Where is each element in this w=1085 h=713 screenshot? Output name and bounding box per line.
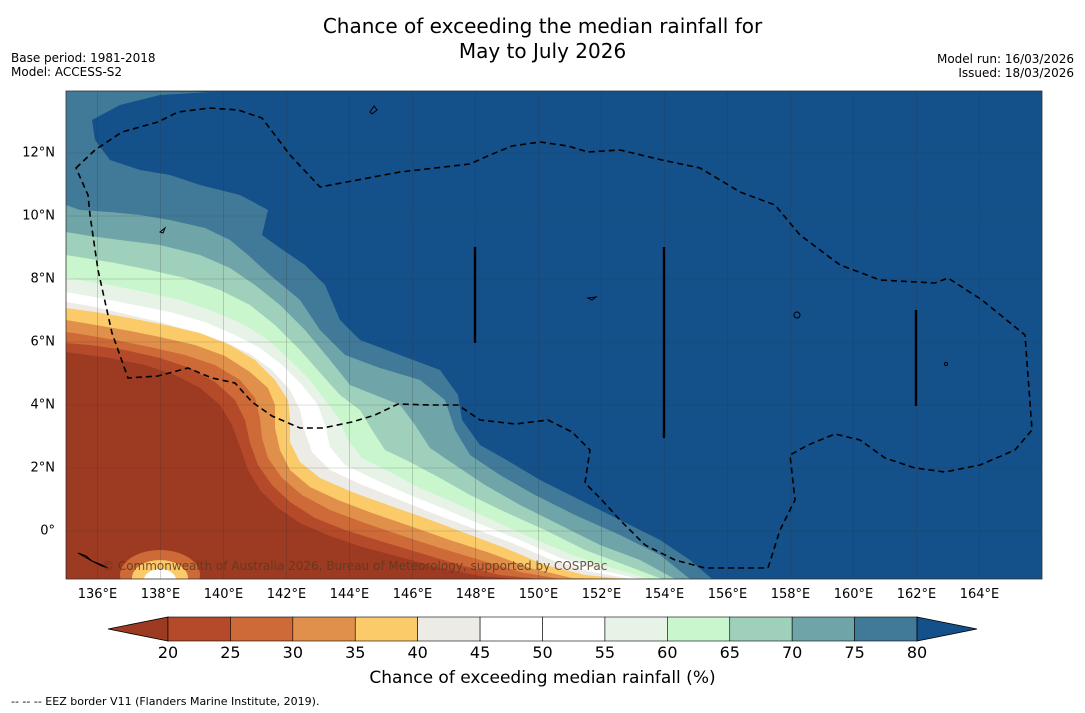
colorbar-tick-label: 65 [719, 643, 740, 662]
x-tick-label: 160°E [833, 587, 874, 602]
y-tick-label: 4°N [30, 397, 56, 413]
y-tick-label: 0° [40, 523, 55, 539]
colorbar-segment [604, 616, 668, 642]
x-tick-label: 148°E [455, 587, 496, 602]
x-tick-label: 142°E [266, 587, 307, 602]
credit-text: © Commonwealth of Australia 2026, Bureau… [102, 559, 607, 573]
x-tick-label: 138°E [140, 587, 181, 602]
colorbar-tick-label: 60 [657, 643, 678, 662]
colorbar-segment [791, 616, 855, 642]
x-tick-label: 136°E [77, 587, 118, 602]
colorbar-tick-label: 40 [407, 643, 428, 662]
base-period: Base period: 1981-2018 [11, 51, 156, 65]
colorbar-tick-label: 50 [532, 643, 553, 662]
x-tick-label: 154°E [644, 587, 685, 602]
colorbar-tick-label: 35 [345, 643, 366, 662]
colorbar-tick-label: 75 [844, 643, 865, 662]
colorbar-segment [667, 616, 731, 642]
y-tick-label: 12°N [22, 145, 55, 161]
x-tick-label: 162°E [896, 587, 937, 602]
model-run: Model run: 16/03/2026 [936, 52, 1074, 66]
chart-title: Chance of exceeding the median rainfall … [0, 14, 1085, 64]
colorbar-segment [542, 616, 606, 642]
colorbar-tick-label: 30 [282, 643, 304, 662]
band-20 [66, 352, 560, 579]
colorbar-tick-label: 55 [594, 643, 616, 662]
island-lines [473, 247, 918, 438]
y-tick-label: 10°N [22, 208, 55, 224]
x-tick-label: 164°E [959, 587, 1000, 602]
colorbar-tick-label: 20 [157, 643, 179, 662]
colorbar-tick-label: 25 [220, 643, 241, 662]
colorbar-extend-low [107, 616, 169, 642]
colorbar-segment [854, 616, 918, 642]
anomaly-spot-inner [144, 569, 176, 579]
map-frame [65, 90, 1043, 580]
x-tick-label: 156°E [707, 587, 748, 602]
x-tick-label: 144°E [329, 587, 370, 602]
colorbar-tick-label: 80 [906, 643, 928, 662]
x-tick-label: 140°E [203, 587, 244, 602]
colorbar-segment [417, 616, 481, 642]
colorbar-segment [729, 616, 793, 642]
title-line-1: Chance of exceeding the median rainfall … [322, 14, 763, 38]
colorbar-tick-label: 45 [469, 643, 491, 662]
x-tick-label: 158°E [770, 587, 811, 602]
colorbar-segment [479, 616, 543, 642]
issued-date: Issued: 18/03/2026 [958, 66, 1074, 80]
colorbar-extend-high [916, 616, 978, 642]
x-tick-label: 152°E [581, 587, 622, 602]
colorbar-label: Chance of exceeding median rainfall (%) [369, 668, 716, 688]
title-line-2: May to July 2026 [458, 39, 627, 63]
small-islands [77, 105, 949, 569]
y-tick-label: 2°N [30, 460, 56, 476]
graticule [66, 91, 1042, 579]
x-tick-label: 146°E [392, 587, 433, 602]
meta-right: Model run: 16/03/2026 Issued: 18/03/2026 [937, 52, 1074, 80]
colorbar-segment [292, 616, 356, 642]
x-tick-label: 150°E [518, 587, 559, 602]
eez-border [75, 107, 1033, 569]
y-tick-label: 6°N [30, 334, 56, 350]
eez-footnote: -- -- -- EEZ border V11 (Flanders Marine… [11, 695, 320, 708]
colorbar-segment [354, 616, 418, 642]
colorbar-tick-label: 70 [781, 643, 803, 662]
colorbar-segment [230, 616, 294, 642]
model-name: Model: ACCESS-S2 [11, 65, 123, 79]
y-tick-label: 8°N [30, 271, 56, 287]
colorbar-segment [167, 616, 231, 642]
meta-left: Base period: 1981-2018 Model: ACCESS-S2 [11, 51, 156, 79]
